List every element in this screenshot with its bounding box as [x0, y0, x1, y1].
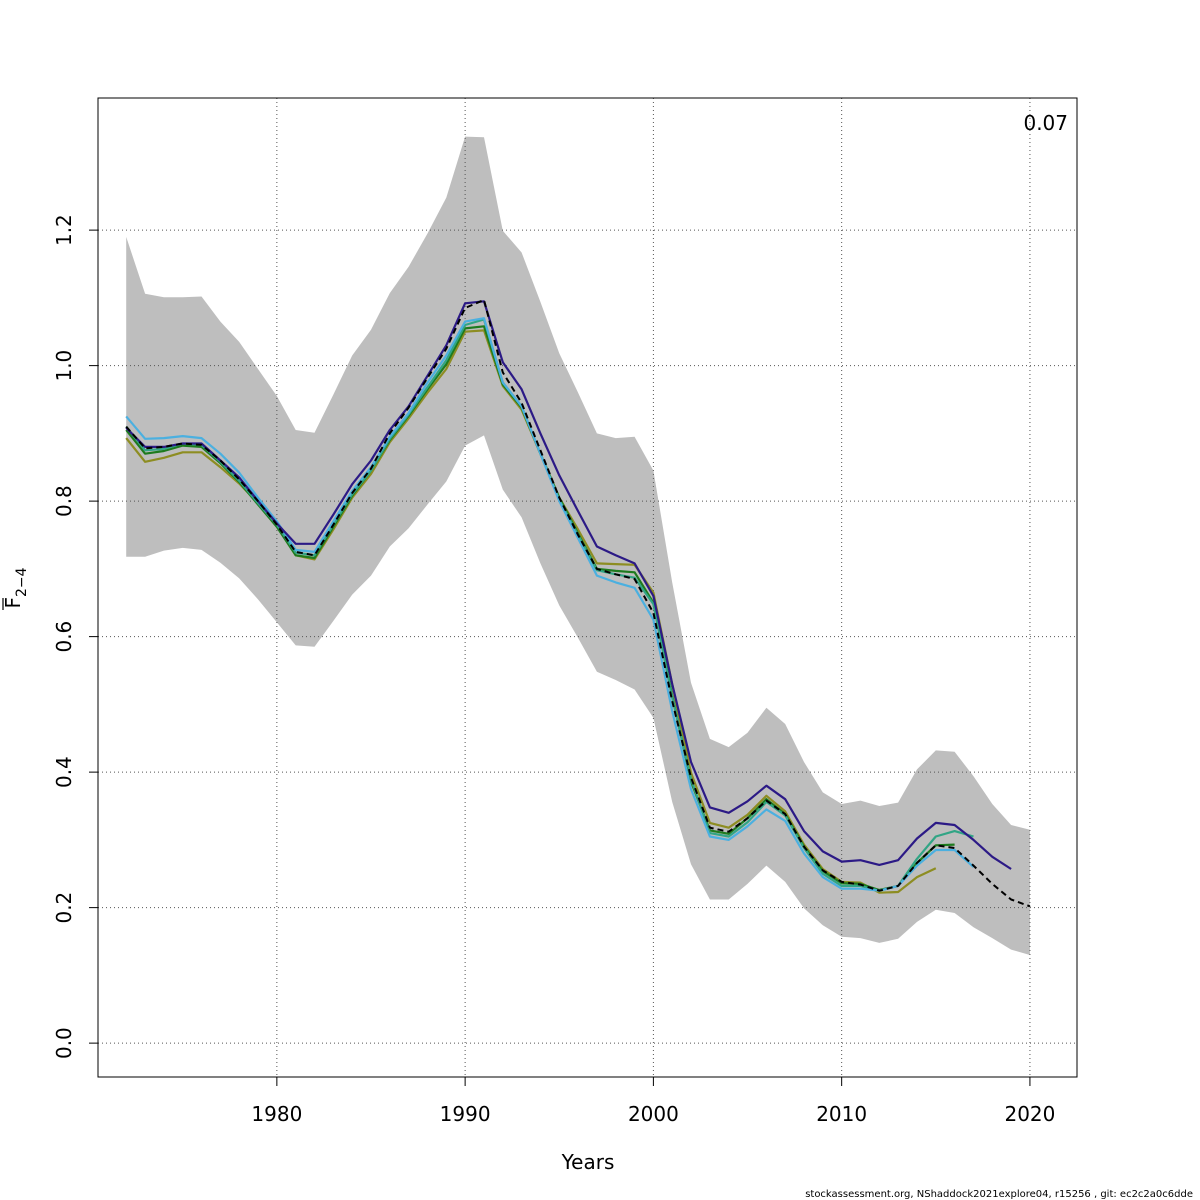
y-axis-title: F2−4 — [1, 567, 30, 610]
confidence-band-layer — [126, 136, 1030, 956]
y-axis-title-subscript: 2−4 — [14, 567, 30, 597]
x-tick-label: 1980 — [251, 1102, 302, 1126]
x-axis-title: Years — [561, 1150, 615, 1174]
y-tick-label: 0.4 — [52, 756, 76, 788]
y-tick-label: 1.0 — [52, 350, 76, 382]
confidence-band — [126, 136, 1030, 956]
x-tick-label: 2020 — [1004, 1102, 1055, 1126]
y-axis-title-base: F — [1, 597, 25, 609]
series-line-base — [125, 298, 1031, 908]
series-line-s2019 — [125, 300, 1012, 870]
axis-layer: 1980 1990 2000 2010 2020 0.0 0.2 0.4 0.6 0.8 1.0 1.… — [52, 214, 1055, 1126]
svg-text:F2−4: F2−4 — [1, 567, 30, 608]
footer-credit: stockassessment.org, NShaddock2021explor… — [805, 1189, 1193, 1200]
x-tick-label: 2000 — [628, 1102, 679, 1126]
y-tick-label: 0.6 — [52, 621, 76, 653]
y-tick-label: 0.8 — [52, 485, 76, 517]
series-line-s2017 — [125, 317, 975, 892]
x-tick-label: 2010 — [816, 1102, 867, 1126]
series-layer — [125, 298, 1031, 908]
plot-frame — [97, 97, 1078, 1078]
x-tick-label: 1990 — [440, 1102, 491, 1126]
y-tick-label: 0.2 — [52, 892, 76, 924]
y-tick-label: 0.0 — [52, 1027, 76, 1059]
y-tick-label: 1.2 — [52, 214, 76, 246]
corner-value: 0.07 — [1023, 111, 1068, 135]
